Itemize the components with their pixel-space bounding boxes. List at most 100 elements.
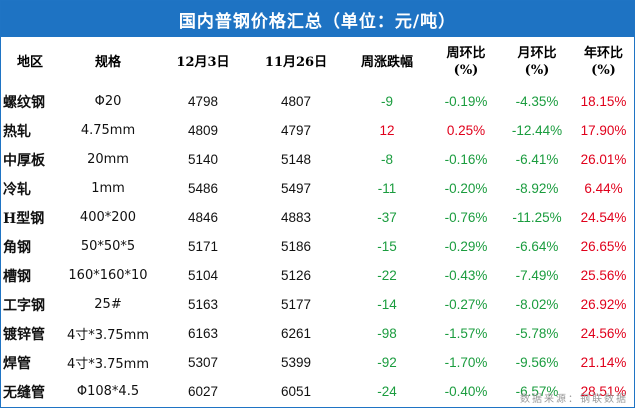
cell-mom: -8.02% xyxy=(515,297,559,312)
table-row: 中厚板 20mm 5140 5148 -8 -0.16% -6.41% 26.01% xyxy=(1,145,634,174)
cell-spec: 50*50*5 xyxy=(80,239,136,254)
cell-mom: -4.35% xyxy=(515,94,559,109)
cell-wow: -1.57% xyxy=(444,326,488,341)
cell-weekly-change: -14 xyxy=(377,297,397,312)
price-table: 地区 规格 12月3日 11月26日 周涨跌幅 周环比 (%) 月环比 (%) … xyxy=(1,37,634,406)
cell-weekly-change: -98 xyxy=(377,326,397,341)
cell-price-previous: 5177 xyxy=(280,297,312,312)
cell-price-current: 4846 xyxy=(187,210,219,225)
cell-mom: -6.57% xyxy=(515,384,559,399)
header-yoy-unit: (%) xyxy=(591,63,616,78)
cell-yoy: 28.51% xyxy=(580,384,627,399)
header-yoy: 年环比 (%) xyxy=(573,37,634,87)
cell-wow: -0.19% xyxy=(444,94,488,109)
cell-wow: -0.20% xyxy=(444,181,488,196)
cell-price-current: 5163 xyxy=(187,297,219,312)
cell-price-current: 5171 xyxy=(187,239,219,254)
cell-mom: -7.49% xyxy=(515,268,559,283)
header-wow-unit: (%) xyxy=(453,63,479,78)
table-header-row: 地区 规格 12月3日 11月26日 周涨跌幅 周环比 (%) 月环比 (%) … xyxy=(1,37,634,87)
table-row: 冷轧 1mm 5486 5497 -11 -0.20% -8.92% 6.44% xyxy=(1,174,634,203)
header-mom: 月环比 (%) xyxy=(501,37,573,87)
table-row: 焊管 4寸*3.75mm 5307 5399 -92 -1.70% -9.56% 21.14% xyxy=(1,348,634,377)
cell-price-previous: 4797 xyxy=(280,123,312,138)
cell-weekly-change: -11 xyxy=(377,181,397,196)
cell-price-previous: 5399 xyxy=(280,355,312,370)
header-wow: 周环比 (%) xyxy=(431,37,501,87)
cell-spec: 1mm xyxy=(91,181,125,196)
cell-spec: 4寸*3.75mm xyxy=(66,357,150,372)
cell-weekly-change: -8 xyxy=(380,152,393,167)
cell-yoy: 6.44% xyxy=(584,181,623,196)
cell-price-previous: 5148 xyxy=(280,152,312,167)
cell-region: 螺纹钢 xyxy=(3,94,45,111)
cell-wow: 0.25% xyxy=(446,123,486,138)
cell-price-current: 5104 xyxy=(187,268,219,283)
cell-yoy: 26.65% xyxy=(580,239,627,254)
table-row: 螺纹钢 Φ20 4798 4807 -9 -0.19% -4.35% 18.15% xyxy=(1,87,634,116)
cell-spec: 4.75mm xyxy=(80,123,136,138)
table-row: 工字钢 25# 5163 5177 -14 -0.27% -8.02% 26.92% xyxy=(1,290,634,319)
cell-weekly-change: -9 xyxy=(380,94,393,109)
cell-price-current: 4798 xyxy=(187,94,219,109)
cell-yoy: 18.15% xyxy=(580,94,627,109)
cell-region: 无缝管 xyxy=(3,384,45,401)
cell-region: 槽钢 xyxy=(3,268,31,285)
cell-price-current: 5140 xyxy=(187,152,219,167)
cell-price-previous: 5186 xyxy=(280,239,312,254)
table-body: 螺纹钢 Φ20 4798 4807 -9 -0.19% -4.35% 18.15% 热轧 4.75… xyxy=(1,87,634,406)
cell-price-current: 5307 xyxy=(187,355,219,370)
cell-yoy: 21.14% xyxy=(580,355,627,370)
cell-price-current: 5486 xyxy=(187,181,219,196)
table-row: 镀锌管 4寸*3.75mm 6163 6261 -98 -1.57% -5.78% 24.56… xyxy=(1,319,634,348)
cell-weekly-change: 12 xyxy=(379,123,395,138)
cell-price-current: 6027 xyxy=(187,384,219,399)
cell-region: 焊管 xyxy=(3,355,31,372)
cell-spec: Φ108*4.5 xyxy=(76,384,140,399)
header-date-previous: 11月26日 xyxy=(264,54,328,70)
cell-mom: -8.92% xyxy=(515,181,559,196)
cell-wow: -0.27% xyxy=(444,297,488,312)
cell-price-previous: 5497 xyxy=(280,181,312,196)
cell-mom: -11.25% xyxy=(512,210,562,225)
cell-region: 镀锌管 xyxy=(3,326,45,343)
cell-wow: -0.29% xyxy=(444,239,488,254)
cell-spec: 400*200 xyxy=(79,210,137,225)
header-weekly-change: 周涨跌幅 xyxy=(360,54,413,70)
header-date-current: 12月3日 xyxy=(176,54,230,70)
header-wow-label: 周环比 xyxy=(446,46,486,61)
table-row: 槽钢 160*160*10 5104 5126 -22 -0.43% -7.49% 25.56… xyxy=(1,261,634,290)
cell-weekly-change: -92 xyxy=(377,355,397,370)
table-title: 国内普钢价格汇总（单位：元/吨） xyxy=(1,1,634,37)
cell-wow: -0.43% xyxy=(444,268,488,283)
cell-wow: -0.76% xyxy=(444,210,488,225)
cell-price-previous: 6261 xyxy=(280,326,312,341)
cell-price-previous: 6051 xyxy=(280,384,312,399)
cell-region: 工字钢 xyxy=(3,297,45,314)
cell-weekly-change: -24 xyxy=(377,384,397,399)
cell-region: 角钢 xyxy=(3,239,31,256)
cell-price-previous: 4883 xyxy=(280,210,312,225)
data-source-note: 数据来源：钢联数据 xyxy=(520,394,628,405)
cell-spec: Φ20 xyxy=(94,94,122,109)
header-mom-unit: (%) xyxy=(524,63,550,78)
cell-yoy: 17.90% xyxy=(580,123,627,138)
header-mom-label: 月环比 xyxy=(517,46,557,61)
cell-yoy: 25.56% xyxy=(580,268,627,283)
cell-mom: -9.56% xyxy=(515,355,559,370)
cell-mom: -6.64% xyxy=(515,239,559,254)
cell-price-previous: 4807 xyxy=(280,94,312,109)
cell-price-current: 4809 xyxy=(187,123,219,138)
cell-yoy: 26.01% xyxy=(580,152,627,167)
cell-weekly-change: -15 xyxy=(377,239,397,254)
table-row: H型钢 400*200 4846 4883 -37 -0.76% -11.25% 24.54% xyxy=(1,203,634,232)
cell-yoy: 24.54% xyxy=(580,210,627,225)
cell-region: 中厚板 xyxy=(3,152,45,169)
cell-weekly-change: -22 xyxy=(377,268,397,283)
cell-wow: -0.16% xyxy=(444,152,488,167)
table-row: 角钢 50*50*5 5171 5186 -15 -0.29% -6.64% 26.65% xyxy=(1,232,634,261)
table-row: 热轧 4.75mm 4809 4797 12 0.25% -12.44% 17.90% xyxy=(1,116,634,145)
table-row: 无缝管 Φ108*4.5 6027 6051 -24 -0.40% -6.57% 28.51% xyxy=(1,377,634,406)
cell-wow: -0.40% xyxy=(444,384,488,399)
cell-region: 冷轧 xyxy=(3,181,31,198)
